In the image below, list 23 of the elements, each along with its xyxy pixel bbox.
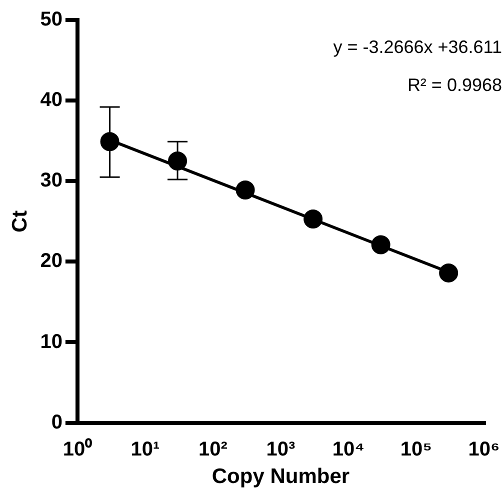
x-tick-label: 10⁵	[400, 438, 432, 460]
y-tick-label: 50	[40, 8, 62, 31]
x-tick-label: 10¹	[130, 438, 160, 460]
y-tick-label: 30	[40, 170, 62, 192]
point	[439, 263, 458, 282]
y-tick-label: 0	[51, 411, 62, 434]
point	[100, 132, 120, 152]
x-tick-label: 10⁴	[332, 438, 365, 460]
annotation: R² = 0.9968	[407, 74, 502, 95]
y-axis-title: Ct	[8, 210, 32, 232]
annotation: y = -3.2666x +36.611	[333, 36, 502, 57]
x-tick-label: 10⁶	[468, 438, 500, 460]
y-tick-label: 20	[40, 250, 62, 272]
point	[168, 151, 188, 170]
y-tick-label: 10	[40, 330, 62, 353]
point	[236, 180, 255, 200]
y-tick-label: 40	[40, 89, 62, 112]
x-axis-title: Copy Number	[212, 465, 350, 488]
x-tick-label: 10²	[198, 438, 228, 460]
point	[304, 209, 323, 228]
x-tick-label: 10⁰	[62, 437, 92, 460]
x-tick-label: 10³	[266, 438, 296, 460]
point	[371, 235, 390, 254]
